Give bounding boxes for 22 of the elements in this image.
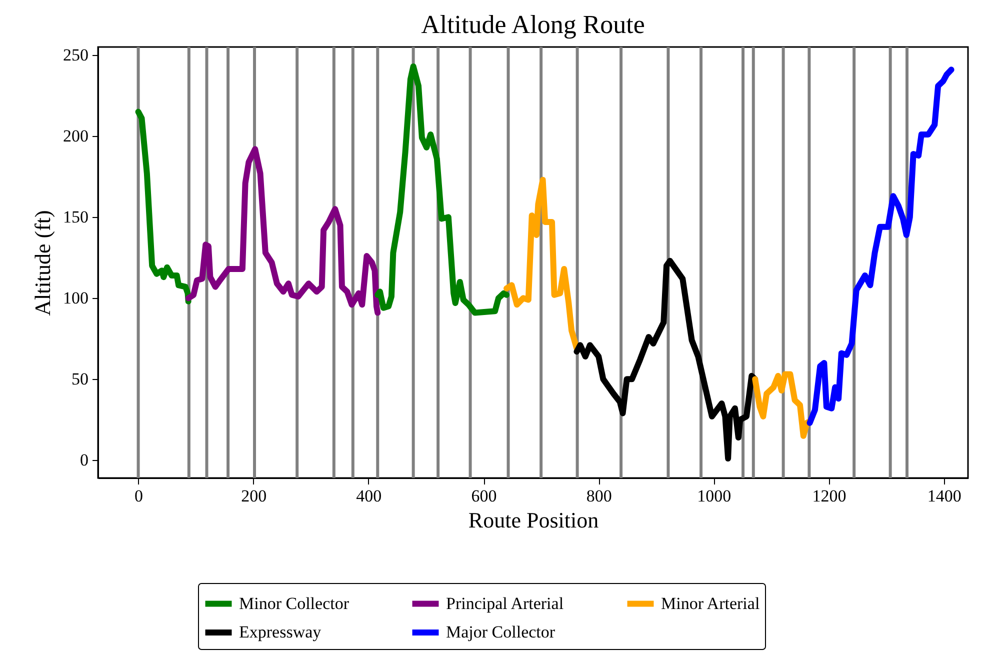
x-tick-label: 0	[134, 486, 144, 506]
x-tick-label: 1400	[927, 486, 962, 506]
chart-title: Altitude Along Route	[421, 10, 645, 40]
x-tick-label: 600	[471, 486, 497, 506]
legend-label: Major Collector	[446, 622, 556, 642]
y-axis-title: Altitude (ft)	[30, 210, 55, 316]
x-tick-label: 1000	[697, 486, 732, 506]
y-tick-label: 100	[63, 288, 88, 308]
legend-label: Principal Arterial	[446, 594, 564, 613]
y-tick-label: 150	[63, 208, 88, 227]
y-tick-label: 200	[63, 126, 88, 146]
legend-label: Expressway	[239, 622, 322, 642]
x-tick-label: 800	[586, 486, 612, 506]
legend-label: Minor Collector	[239, 594, 350, 613]
y-tick-label: 50	[72, 370, 88, 389]
x-tick-label: 200	[241, 486, 267, 506]
x-tick-label: 1200	[812, 486, 846, 506]
y-tick-label: 250	[63, 46, 88, 65]
legend-label: Minor Arterial	[661, 594, 760, 613]
x-axis-title: Route Position	[468, 508, 599, 532]
x-tick-label: 400	[356, 486, 382, 506]
y-tick-label: 0	[80, 450, 88, 470]
